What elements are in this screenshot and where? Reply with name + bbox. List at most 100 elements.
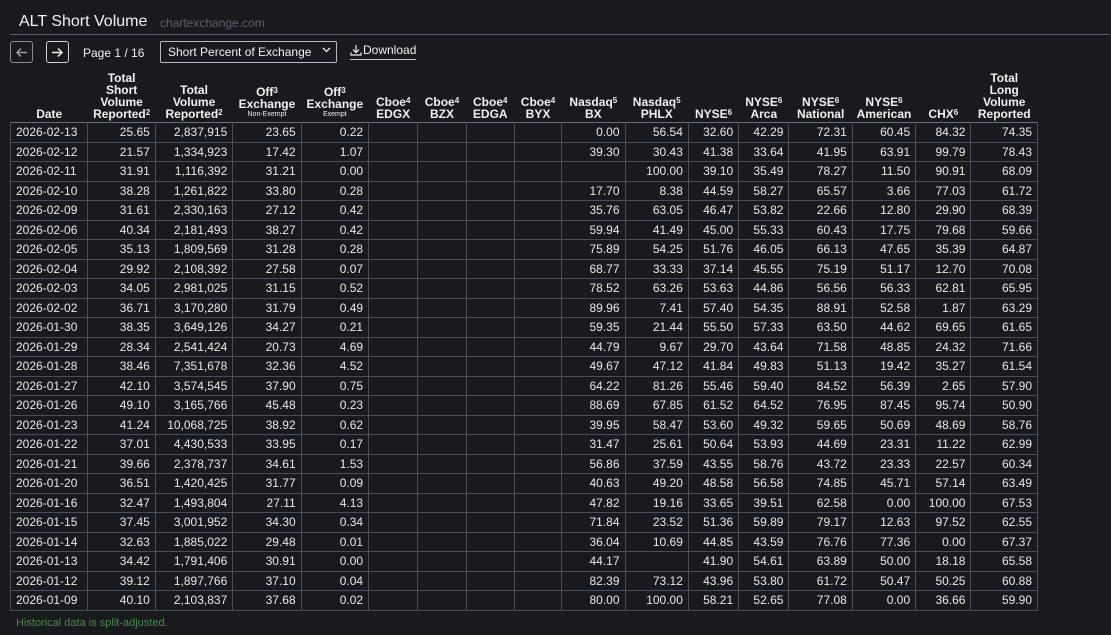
table-row: 2026-01-28 38.46 7,351,678 32.36 4.52 49.67 47… <box>9 356 1038 377</box>
value-cell: 63.26 <box>624 278 689 299</box>
value-cell: 52.65 <box>738 590 790 611</box>
value-cell <box>368 258 419 279</box>
value-cell <box>417 141 467 162</box>
value-cell: 63.89 <box>788 551 853 572</box>
value-cell: 52.58 <box>851 297 917 318</box>
value-cell: 62.99 <box>970 434 1038 455</box>
value-cell: 44.85 <box>687 531 740 552</box>
value-cell <box>417 473 467 494</box>
value-cell: 17.75 <box>851 219 917 240</box>
value-cell: 1,420,425 <box>154 473 234 494</box>
value-cell: 74.35 <box>970 122 1038 143</box>
value-cell: 59.65 <box>788 414 853 435</box>
value-cell <box>465 434 515 455</box>
value-cell: 77.03 <box>915 180 972 201</box>
value-cell: 1,261,822 <box>154 180 234 201</box>
value-cell <box>417 180 467 201</box>
value-cell: 33.64 <box>738 141 790 162</box>
metric-select[interactable]: Short Percent of Exchange <box>160 41 337 63</box>
value-cell <box>513 473 563 494</box>
value-cell: 59.90 <box>970 590 1038 611</box>
metric-select-value: Short Percent of Exchange <box>168 45 312 59</box>
column-header-line: Volume <box>983 95 1026 109</box>
value-cell <box>513 278 563 299</box>
column-header: Cboe4 BYX <box>514 72 561 123</box>
value-cell <box>417 492 467 513</box>
value-cell: 63.29 <box>970 297 1038 318</box>
value-cell: 44.79 <box>561 336 626 357</box>
value-cell: 2,330,163 <box>154 200 234 221</box>
value-cell: 65.57 <box>788 180 853 201</box>
value-cell <box>513 297 563 318</box>
value-cell: 35.13 <box>87 239 156 260</box>
value-cell: 57.33 <box>738 317 790 338</box>
value-cell: 55.46 <box>687 375 740 396</box>
footnote-marker: 6 <box>898 96 903 105</box>
table-body: 2026-02-13 25.65 2,837,915 23.65 0.22 0.00 56.… <box>9 122 1038 611</box>
value-cell: 27.11 <box>232 492 302 513</box>
table-row: 2026-02-09 31.61 2,330,163 27.12 0.42 35.76 63… <box>9 200 1038 221</box>
value-cell: 50.64 <box>687 434 740 455</box>
footnote-marker: 2 <box>218 108 223 117</box>
value-cell: 0.22 <box>300 122 370 143</box>
value-cell: 29.70 <box>687 336 740 357</box>
value-cell: 10.69 <box>624 531 689 552</box>
table-row: 2026-02-03 34.05 2,981,025 31.15 0.52 78.52 63… <box>9 278 1038 299</box>
value-cell: 22.57 <box>915 453 972 474</box>
table-row: 2026-02-02 36.71 3,170,280 31.79 0.49 89.96 7.… <box>9 297 1038 318</box>
column-header-line: Reported <box>977 107 1031 121</box>
next-page-button[interactable] <box>46 41 69 63</box>
value-cell: 0.07 <box>300 258 370 279</box>
value-cell: 1,885,022 <box>154 531 234 552</box>
value-cell: 78.52 <box>561 278 626 299</box>
footnote-marker: 5 <box>676 96 681 105</box>
value-cell <box>368 551 419 572</box>
value-cell: 0.17 <box>300 434 370 455</box>
table-row: 2026-02-11 31.91 1,116,392 31.21 0.00 100.00 3… <box>9 161 1038 182</box>
date-cell: 2026-01-16 <box>9 492 89 513</box>
column-header: Off3 Exchange Non-Exempt <box>233 72 301 123</box>
value-cell <box>368 375 419 396</box>
value-cell: 0.52 <box>300 278 370 299</box>
value-cell <box>465 122 515 143</box>
value-cell: 0.00 <box>851 590 917 611</box>
value-cell: 31.47 <box>561 434 626 455</box>
value-cell: 31.79 <box>232 297 302 318</box>
value-cell: 1,116,392 <box>154 161 234 182</box>
download-link[interactable]: Download <box>350 43 417 60</box>
value-cell: 55.33 <box>738 219 790 240</box>
value-cell: 37.14 <box>687 258 740 279</box>
value-cell: 2,837,915 <box>154 122 234 143</box>
value-cell: 68.39 <box>970 200 1038 221</box>
value-cell <box>417 278 467 299</box>
value-cell: 11.50 <box>851 161 917 182</box>
value-cell: 53.63 <box>687 278 740 299</box>
column-header: Nasdaq5 PHLX <box>625 72 688 123</box>
value-cell: 27.12 <box>232 200 302 221</box>
value-cell: 3,574,545 <box>154 375 234 396</box>
value-cell: 29.90 <box>915 200 972 221</box>
value-cell: 1.87 <box>915 297 972 318</box>
value-cell: 100.00 <box>915 492 972 513</box>
value-cell: 95.74 <box>915 395 972 416</box>
value-cell <box>368 414 419 435</box>
column-header-line: BZX <box>429 107 454 121</box>
value-cell: 50.69 <box>851 414 917 435</box>
value-cell: 31.15 <box>232 278 302 299</box>
value-cell: 0.00 <box>561 122 626 143</box>
table-row: 2026-01-12 39.12 1,897,766 37.10 0.04 82.39 73… <box>9 570 1038 591</box>
column-header-line: BYX <box>525 107 551 121</box>
value-cell: 34.42 <box>87 551 156 572</box>
prev-page-button[interactable] <box>10 41 33 63</box>
value-cell: 47.82 <box>561 492 626 513</box>
value-cell: 33.80 <box>232 180 302 201</box>
value-cell: 76.95 <box>788 395 853 416</box>
page-title: ALT Short Volume <box>19 13 148 30</box>
value-cell: 4.13 <box>300 492 370 513</box>
column-header-line: NYSE <box>745 95 778 109</box>
value-cell: 80.00 <box>561 590 626 611</box>
value-cell: 0.28 <box>300 180 370 201</box>
value-cell <box>465 531 515 552</box>
value-cell: 0.42 <box>300 219 370 240</box>
value-cell: 53.80 <box>738 570 790 591</box>
